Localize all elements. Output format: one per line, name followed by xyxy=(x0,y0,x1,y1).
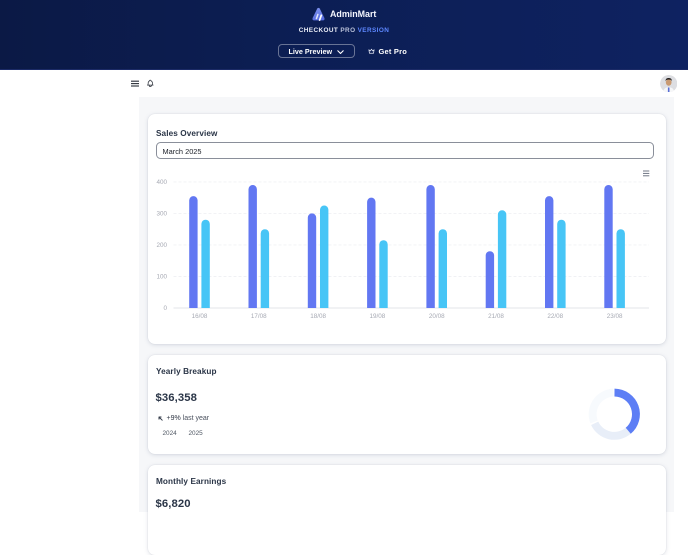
svg-text:400: 400 xyxy=(156,179,167,186)
svg-text:0: 0 xyxy=(163,305,167,312)
svg-text:17/08: 17/08 xyxy=(250,313,266,320)
svg-text:300: 300 xyxy=(156,210,167,217)
svg-text:22/08: 22/08 xyxy=(547,313,563,320)
svg-text:16/08: 16/08 xyxy=(191,313,207,320)
svg-text:18/08: 18/08 xyxy=(310,313,326,320)
svg-text:19/08: 19/08 xyxy=(369,313,385,320)
svg-text:23/08: 23/08 xyxy=(606,313,622,320)
svg-text:21/08: 21/08 xyxy=(488,313,504,320)
svg-text:100: 100 xyxy=(156,273,167,280)
svg-text:20/08: 20/08 xyxy=(428,313,444,320)
svg-text:200: 200 xyxy=(156,242,167,249)
